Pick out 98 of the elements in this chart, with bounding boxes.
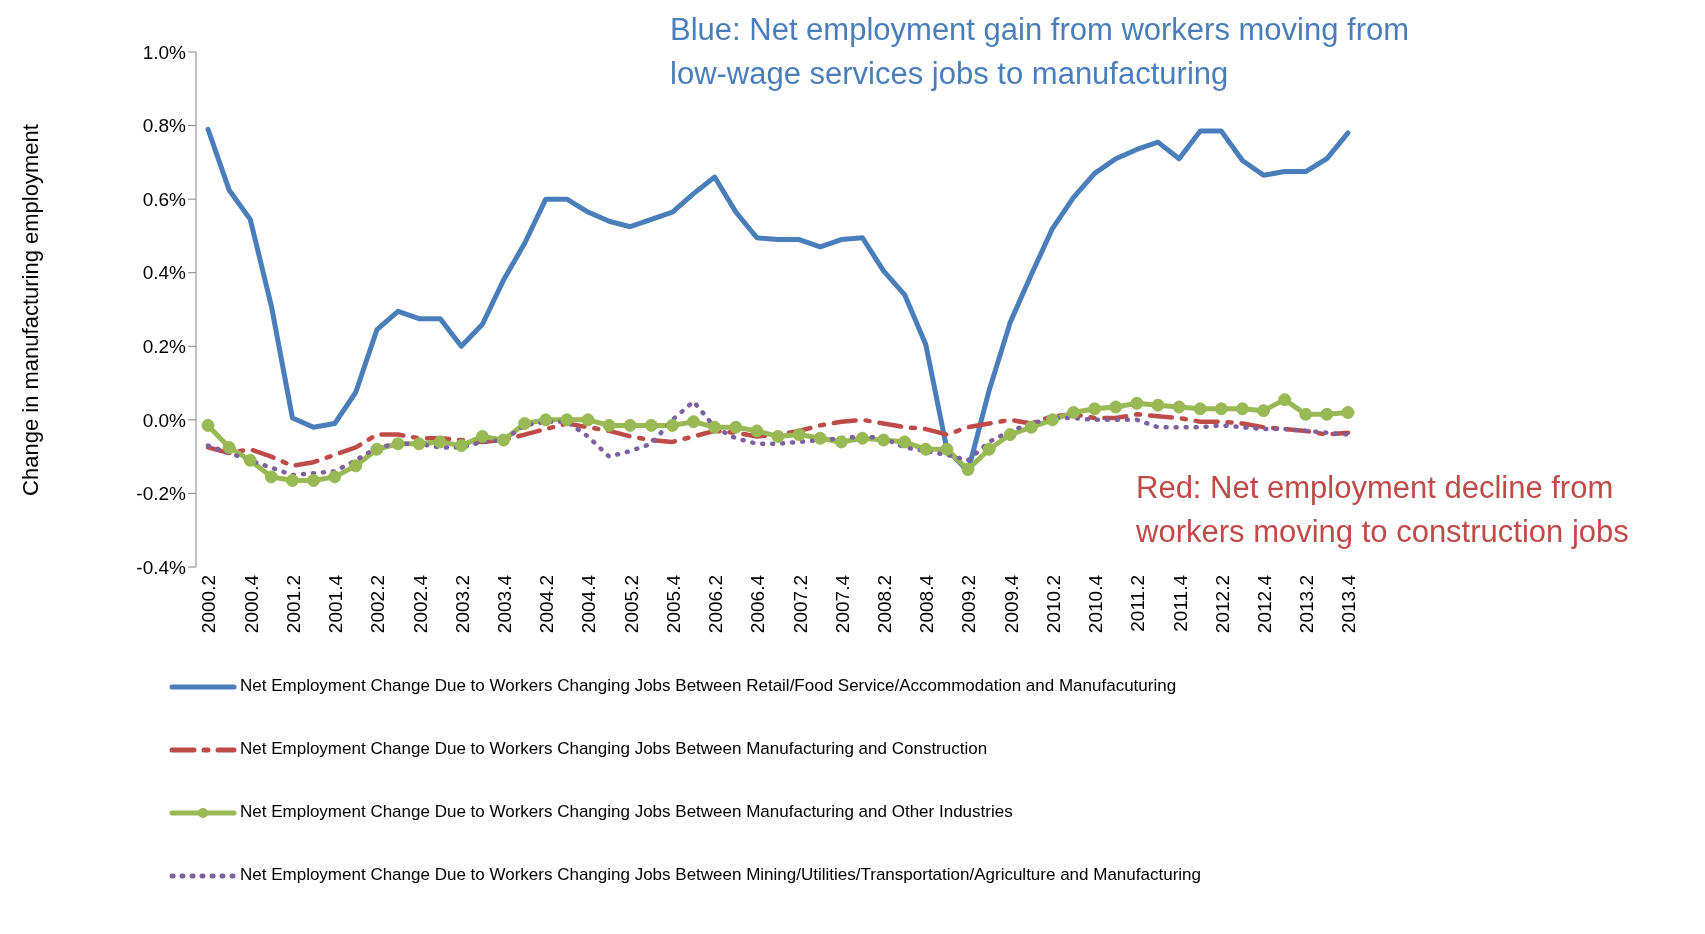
point	[497, 433, 511, 447]
x-tick-label: 2001.4	[325, 574, 347, 634]
x-tick-label: 2003.4	[494, 574, 516, 634]
point	[940, 442, 954, 456]
point	[1045, 413, 1059, 427]
point	[539, 413, 553, 427]
point	[1193, 402, 1207, 416]
point	[370, 442, 384, 456]
point	[1235, 402, 1249, 416]
point	[412, 437, 426, 451]
x-tick-label: 2002.4	[409, 574, 431, 634]
point	[750, 424, 764, 438]
point	[201, 418, 215, 432]
x-tick-label: 2013.2	[1296, 575, 1318, 634]
point	[1214, 402, 1228, 416]
point	[285, 474, 299, 488]
x-tick-label: 2013.4	[1338, 574, 1360, 634]
point	[328, 470, 342, 484]
point	[560, 413, 574, 427]
x-tick-label: 2004.4	[578, 574, 600, 634]
y-tick-label: 0.2%	[142, 336, 187, 358]
point	[433, 435, 447, 449]
x-tick-label: 2010.2	[1042, 575, 1064, 634]
point	[644, 418, 658, 432]
point	[1172, 400, 1186, 414]
point	[1024, 420, 1038, 434]
point	[1278, 393, 1292, 407]
point	[391, 437, 405, 451]
point	[454, 439, 468, 453]
point	[961, 463, 975, 477]
y-tick-label: 0.6%	[142, 188, 187, 210]
x-tick-label: 2008.2	[874, 575, 896, 634]
x-tick-label: 2011.4	[1169, 574, 1191, 632]
point	[919, 442, 933, 456]
point	[581, 413, 595, 427]
point	[1003, 428, 1017, 442]
point	[898, 435, 912, 449]
point	[1130, 396, 1144, 410]
x-tick-label: 2002.2	[367, 575, 389, 634]
x-tick-label: 2001.2	[282, 575, 304, 634]
y-tick-label: 0.4%	[142, 262, 187, 284]
x-tick-label: 2007.2	[789, 575, 811, 634]
point	[222, 440, 236, 454]
x-tick-label: 2006.4	[747, 574, 769, 634]
x-tick-label: 2009.4	[1000, 574, 1022, 634]
y-tick-label: 1.0%	[142, 41, 187, 63]
annotation: Red: Net employment decline from workers moving to construction jobs	[1136, 469, 1630, 551]
x-tick-label: 2008.4	[916, 574, 938, 634]
x-tick-label: 2000.4	[240, 574, 262, 634]
point	[982, 442, 996, 456]
point	[349, 459, 363, 473]
point	[1320, 407, 1334, 421]
point	[877, 433, 891, 447]
point	[518, 417, 532, 431]
point	[243, 453, 257, 467]
point	[1341, 406, 1355, 419]
point	[1257, 404, 1271, 418]
x-tick-label: 2012.4	[1254, 574, 1276, 634]
point	[602, 418, 616, 432]
point	[834, 435, 848, 449]
legend-label: Net Employment Change Due to Workers Changing Jobs Between Retail/Food Service/Accommodation and Manufacuturing	[240, 676, 1177, 696]
y-tick-label: -0.4%	[136, 556, 187, 578]
x-tick-label: 2003.2	[451, 575, 473, 634]
x-tick-label: 2005.4	[662, 574, 684, 634]
point	[475, 429, 489, 443]
legend-label: Net Employment Change Due to Workers Changing Jobs Between Manufacturing and Construction	[240, 739, 988, 759]
x-tick-label: 2012.2	[1211, 575, 1233, 634]
point	[1109, 400, 1123, 414]
point	[1299, 407, 1313, 421]
point	[1151, 398, 1165, 412]
x-tick-label: 2006.2	[705, 575, 727, 634]
point	[623, 418, 637, 432]
x-tick-label: 2011.2	[1127, 575, 1149, 632]
x-tick-label: 2009.2	[958, 575, 980, 634]
annotation: Blue: Net employment gain from workers moving from low-wage services jobs to manufacturing	[670, 11, 1411, 93]
point	[307, 474, 321, 488]
x-tick-label: 2000.2	[198, 575, 220, 634]
point	[1088, 402, 1102, 416]
x-tick-label: 2010.4	[1085, 574, 1107, 634]
x-tick-label: 2007.4	[831, 574, 853, 634]
y-tick-label: 0.8%	[142, 115, 187, 137]
point	[665, 418, 679, 432]
point	[792, 428, 806, 442]
point	[855, 431, 869, 445]
y-tick-label: -0.2%	[136, 483, 187, 505]
legend-label: Net Employment Change Due to Workers Changing Jobs Between Mining/Utilities/Transportation/Agriculture and Manufacturing	[240, 865, 1201, 885]
x-tick-label: 2004.2	[536, 575, 558, 634]
point	[813, 431, 827, 445]
point	[687, 415, 701, 429]
point	[729, 420, 743, 434]
point	[771, 429, 785, 443]
point	[264, 470, 278, 484]
point	[1067, 406, 1081, 419]
legend-label: Net Employment Change Due to Workers Changing Jobs Between Manufacturing and Other Industries	[240, 802, 1013, 822]
point	[708, 420, 722, 434]
y-tick-label: 0.0%	[142, 409, 187, 431]
y-axis-title: Change in manufacturing employment	[18, 123, 44, 496]
x-tick-label: 2005.2	[620, 575, 642, 634]
